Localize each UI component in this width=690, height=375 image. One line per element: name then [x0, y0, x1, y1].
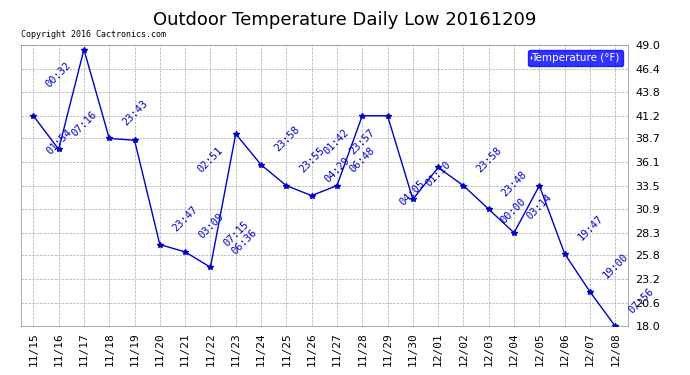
Text: 23:55: 23:55	[297, 146, 326, 174]
Text: 07:16: 07:16	[70, 109, 99, 138]
Text: 00:00: 00:00	[499, 197, 529, 226]
Text: 03:09: 03:09	[196, 211, 226, 241]
Text: 06:48: 06:48	[348, 146, 377, 174]
Text: 19:00: 19:00	[601, 252, 630, 280]
Text: 23:58: 23:58	[272, 124, 302, 154]
Text: 01:54: 01:54	[44, 127, 74, 156]
Text: 07:15
06:36: 07:15 06:36	[221, 219, 259, 256]
Text: 23:57: 23:57	[347, 127, 377, 156]
Text: 07:56: 07:56	[627, 286, 655, 315]
Text: Copyright 2016 Cactronics.com: Copyright 2016 Cactronics.com	[21, 30, 166, 39]
Legend: Temperature (°F): Temperature (°F)	[528, 50, 622, 66]
Text: 02:51: 02:51	[195, 145, 225, 174]
Text: 23:48: 23:48	[500, 169, 529, 198]
Text: 19:47: 19:47	[575, 213, 605, 243]
Text: 03:14: 03:14	[525, 192, 554, 222]
Text: 00:32: 00:32	[43, 61, 73, 90]
Text: Outdoor Temperature Daily Low 20161209: Outdoor Temperature Daily Low 20161209	[153, 11, 537, 29]
Text: 23:58: 23:58	[475, 146, 504, 174]
Text: 01:42: 01:42	[322, 127, 351, 156]
Text: 23:47: 23:47	[171, 204, 200, 234]
Text: 04:29: 04:29	[323, 155, 352, 184]
Text: 04:05: 04:05	[398, 178, 427, 208]
Text: 23:43: 23:43	[120, 98, 150, 128]
Text: 01:10: 01:10	[424, 159, 453, 188]
